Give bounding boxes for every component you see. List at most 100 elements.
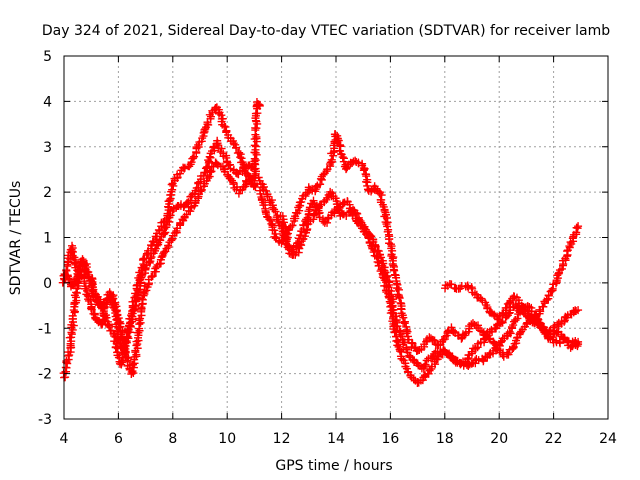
data-point (390, 266, 399, 275)
data-point (227, 176, 236, 185)
data-point (133, 280, 142, 289)
data-point (138, 295, 147, 304)
data-point (87, 281, 96, 290)
data-point (296, 231, 305, 240)
data-point (552, 336, 561, 345)
x-tick-label: 12 (273, 431, 291, 447)
data-point (386, 309, 395, 318)
grid-lines (64, 56, 608, 419)
data-point (184, 198, 193, 207)
data-point (382, 288, 391, 297)
data-point (186, 207, 195, 216)
data-point (201, 164, 210, 173)
data-point (542, 296, 551, 305)
data-point (390, 328, 399, 337)
x-tick-label: 22 (545, 431, 563, 447)
data-point (302, 215, 311, 224)
series-track-3 (59, 98, 264, 382)
data-point (359, 166, 368, 175)
data-point (175, 169, 184, 178)
x-tick-label: 16 (381, 431, 399, 447)
series-track-1 (59, 158, 259, 379)
data-point (68, 311, 77, 320)
data-point (221, 122, 230, 131)
data-point (555, 266, 564, 275)
data-point (574, 222, 583, 231)
series-track-7 (441, 280, 583, 352)
data-point (314, 209, 323, 218)
series-track-4 (254, 173, 583, 373)
data-point (102, 313, 111, 322)
y-tick-label: 0 (43, 276, 52, 292)
y-tick-label: 2 (43, 185, 52, 201)
data-point (144, 258, 153, 267)
data-point (163, 209, 172, 218)
data-point (399, 318, 408, 327)
data-point (572, 339, 581, 348)
x-tick-label: 8 (168, 431, 177, 447)
y-tick-label: -3 (38, 412, 52, 428)
data-point (539, 302, 548, 311)
data-point (360, 164, 369, 173)
x-tick-label: 14 (327, 431, 345, 447)
data-point (120, 343, 129, 352)
data-point (136, 271, 145, 280)
x-tick-label: 24 (599, 431, 617, 447)
data-point (185, 162, 194, 171)
x-tick-label: 6 (114, 431, 123, 447)
data-point (373, 257, 382, 266)
data-point (369, 248, 378, 257)
x-axis-title: GPS time / hours (275, 458, 392, 474)
data-point (265, 215, 274, 224)
data-point (245, 175, 254, 184)
data-point (358, 159, 367, 168)
data-point (496, 338, 505, 347)
data-point (203, 162, 212, 171)
data-point (288, 247, 297, 256)
data-point (180, 164, 189, 173)
data-point (234, 170, 243, 179)
data-point (148, 272, 157, 281)
data-point (64, 274, 73, 283)
data-point (430, 336, 439, 345)
data-point (236, 153, 245, 162)
data-point (304, 207, 313, 216)
data-point (395, 294, 404, 303)
data-point (251, 142, 260, 151)
data-point (344, 160, 353, 169)
data-point (220, 122, 229, 131)
data-point (232, 144, 241, 153)
data-point (555, 337, 564, 346)
data-point (124, 334, 133, 343)
data-point (187, 158, 196, 167)
data-point (108, 292, 117, 301)
data-point (255, 101, 264, 110)
data-point (396, 347, 405, 356)
x-tick-labels: 4 6 8 10 12 14 16 18 20 22 24 (60, 431, 617, 447)
data-point (129, 360, 138, 369)
data-point (509, 321, 518, 330)
y-axis-title: SDTVAR / TECUs (8, 181, 24, 296)
data-point (288, 221, 297, 230)
x-tick-label: 10 (218, 431, 236, 447)
data-point (393, 341, 402, 350)
data-point (513, 314, 522, 323)
data-point (72, 288, 81, 297)
data-point (142, 286, 151, 295)
series-track-6 (276, 196, 583, 387)
x-tick-label: 4 (60, 431, 69, 447)
data-point (229, 139, 238, 148)
data-point (217, 144, 226, 153)
data-point (476, 294, 485, 303)
data-point (250, 171, 259, 180)
data-point (127, 311, 136, 320)
data-point (159, 230, 168, 239)
data-point (377, 265, 386, 274)
data-point (408, 339, 417, 348)
data-point (111, 333, 120, 342)
data-point (68, 251, 77, 260)
data-point (494, 315, 503, 324)
data-point (566, 343, 575, 352)
data-point (382, 278, 391, 287)
data-point (274, 217, 283, 226)
